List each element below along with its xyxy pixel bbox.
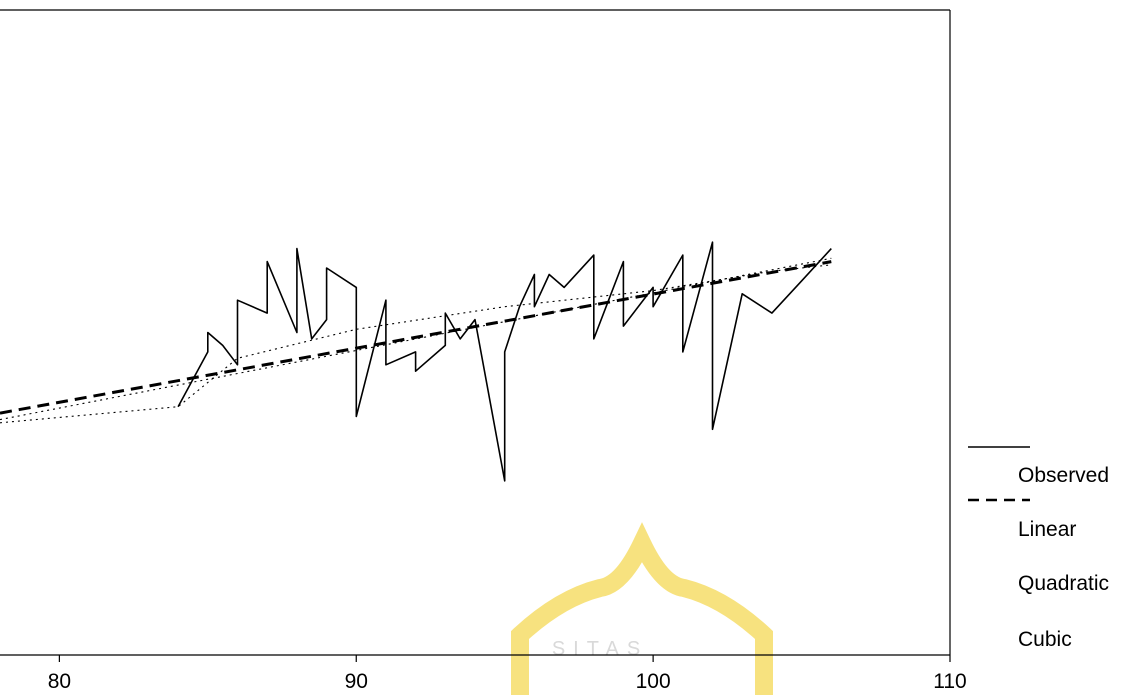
legend-label-linear: Linear bbox=[1018, 518, 1076, 541]
legend-item-observed: Observed bbox=[968, 446, 1109, 487]
x-tick-label-100: 100 bbox=[636, 670, 671, 693]
series-layer bbox=[0, 241, 832, 482]
legend: Observed Linear Quadratic Cubic bbox=[968, 446, 1109, 651]
legend-item-linear: Linear bbox=[968, 498, 1076, 541]
x-axis: 80 90 100 110 bbox=[48, 655, 967, 693]
legend-item-quadratic: Quadratic bbox=[1018, 572, 1109, 595]
watermark-text: SITAS bbox=[552, 638, 648, 660]
x-tick-label-110: 110 bbox=[933, 670, 966, 693]
series-quadratic-line bbox=[0, 264, 832, 424]
x-tick-label-80: 80 bbox=[48, 670, 71, 693]
x-tick-label-90: 90 bbox=[345, 670, 368, 693]
plot-frame bbox=[0, 9, 951, 656]
legend-label-quadratic: Quadratic bbox=[1018, 572, 1109, 595]
legend-label-cubic: Cubic bbox=[1018, 628, 1072, 651]
series-cubic-line bbox=[0, 257, 832, 421]
watermark-arch bbox=[511, 522, 773, 695]
legend-item-cubic: Cubic bbox=[1018, 628, 1072, 651]
legend-label-observed: Observed bbox=[1018, 464, 1109, 487]
series-linear-line bbox=[0, 260, 832, 415]
